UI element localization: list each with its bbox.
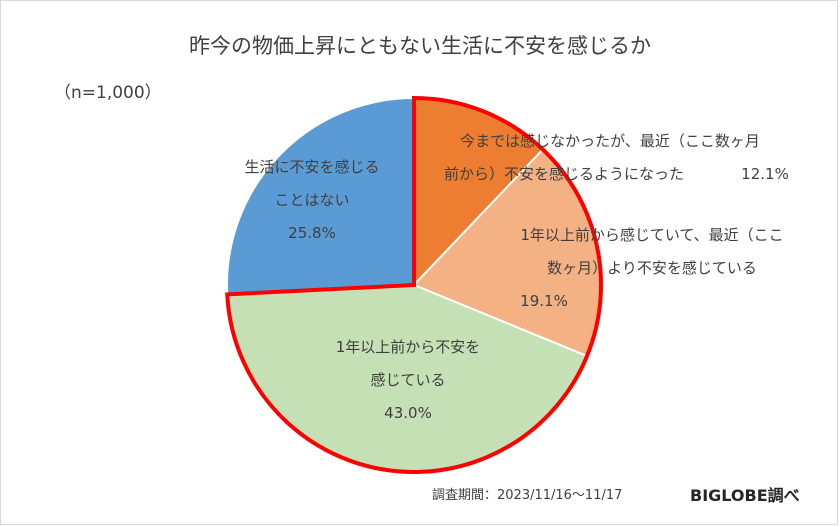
slice-label-1-line-1: 今までは感じなかったが、最近（ここ数ヶ月 [460,132,760,150]
pie-slice-4 [226,96,415,296]
slice-label-3-line-1: 1年以上前から不安を [336,338,481,356]
source-brand: BIGLOBE調べ [690,486,800,505]
slice-label-4-line-2: ことはない [274,191,349,209]
slice-label-4-line-1: 生活に不安を感じる [244,158,379,176]
sample-size-label: （n=1,000） [54,83,162,103]
slice-value-4: 25.8% [288,224,336,242]
slice-label-2-line-1: 1年以上前から感じていて、最近（ここ [520,226,783,244]
slice-label-2-line-2: 数ヶ月）より不安を感じている [547,259,757,277]
slice-label-3-line-2: 感じている [370,371,445,389]
chart-title: 昨今の物価上昇にともない生活に不安を感じるか [189,34,651,58]
survey-period: 調査期間：2023/11/16〜11/17 [432,488,623,503]
pie-highlight-outline [225,95,603,474]
slice-value-2: 19.1% [520,292,568,310]
slice-value-3: 43.0% [384,404,432,422]
slice-label-1-line-2: 前から）不安を感じるようになった [444,165,684,183]
slice-value-1: 12.1% [741,165,789,183]
highlight-outline [225,95,603,474]
